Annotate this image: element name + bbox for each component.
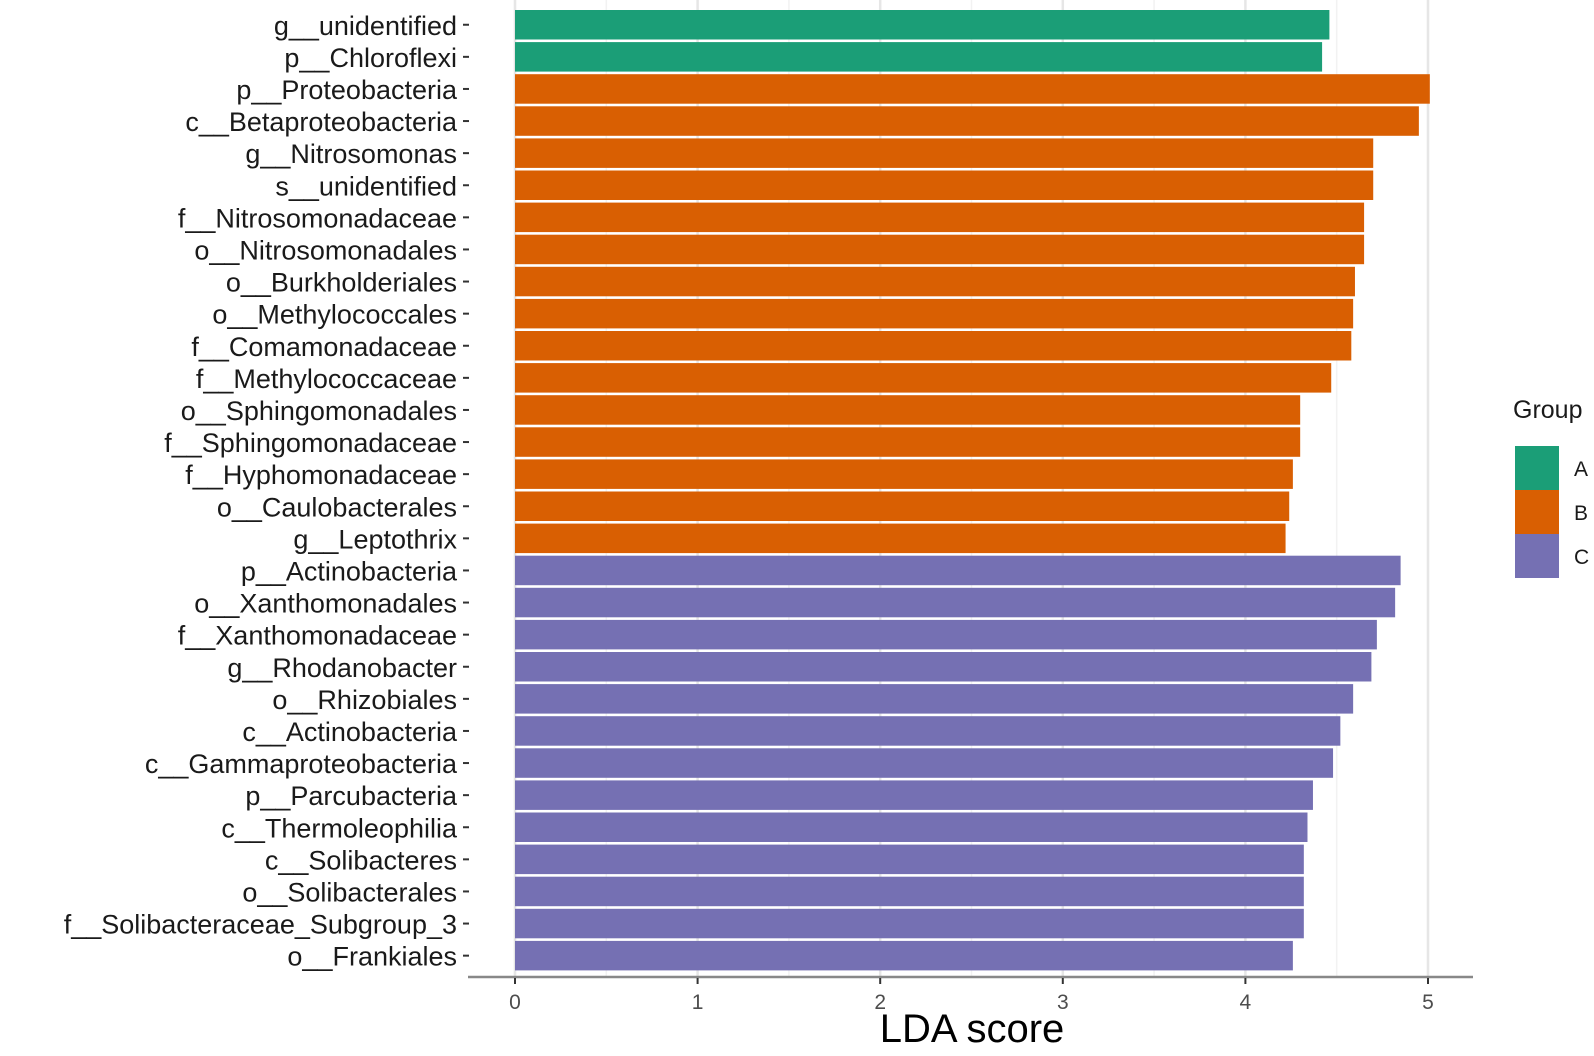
category-label: o__Sphingomonadales bbox=[181, 396, 457, 426]
bar-p-actinobacteria bbox=[515, 555, 1401, 586]
category-label: c__Gammaproteobacteria bbox=[145, 749, 458, 779]
category-label: f__Hyphomonadaceae bbox=[185, 460, 457, 490]
bar-c-solibacteres bbox=[515, 844, 1304, 875]
x-tick-label: 1 bbox=[692, 991, 704, 1014]
bar-f-methylococcaceae bbox=[515, 363, 1332, 393]
category-label: p__Actinobacteria bbox=[241, 556, 458, 586]
bar-o-methylococcales bbox=[515, 298, 1354, 329]
legend-label-b: B bbox=[1574, 502, 1588, 525]
bar-g-nitrosomonas bbox=[515, 138, 1374, 168]
bars bbox=[515, 10, 1430, 971]
bar-f-hyphomonadaceae bbox=[515, 459, 1293, 489]
category-label: f__Nitrosomonadaceae bbox=[178, 203, 457, 233]
category-label: o__Frankiales bbox=[287, 942, 457, 972]
bar-f-solibacteraceae-subgroup-3 bbox=[515, 908, 1304, 939]
bar-o-caulobacterales bbox=[515, 491, 1290, 521]
category-label: c__Actinobacteria bbox=[242, 717, 458, 747]
bar-o-xanthomonadales bbox=[515, 587, 1396, 618]
category-label: p__Chloroflexi bbox=[284, 43, 457, 73]
legend-label-a: A bbox=[1574, 458, 1588, 481]
category-label: f__Xanthomonadaceae bbox=[178, 621, 457, 651]
bar-f-sphingomonadaceae bbox=[515, 427, 1301, 457]
bar-p-parcubacteria bbox=[515, 780, 1313, 810]
bar-o-solibacterales bbox=[515, 876, 1304, 907]
x-tick-label: 5 bbox=[1422, 991, 1434, 1014]
bar-s-unidentified bbox=[515, 170, 1374, 200]
category-label: o__Xanthomonadales bbox=[194, 589, 457, 619]
category-label: o__Nitrosomonadales bbox=[194, 235, 457, 265]
x-tick-label: 4 bbox=[1240, 991, 1252, 1014]
category-label: g__unidentified bbox=[274, 11, 457, 41]
category-label: o__Caulobacterales bbox=[217, 492, 457, 522]
category-label: g__Nitrosomonas bbox=[245, 139, 457, 169]
legend-label-c: C bbox=[1574, 546, 1589, 569]
bar-o-frankiales bbox=[515, 940, 1293, 971]
category-label: s__unidentified bbox=[275, 171, 457, 201]
category-label: o__Solibacterales bbox=[242, 877, 457, 907]
category-label: o__Rhizobiales bbox=[272, 685, 457, 715]
category-label: c__Solibacteres bbox=[265, 845, 457, 875]
category-label: c__Thermoleophilia bbox=[221, 813, 458, 843]
legend-key-b bbox=[1515, 490, 1559, 534]
category-label: g__Leptothrix bbox=[293, 524, 457, 554]
bar-o-rhizobiales bbox=[515, 684, 1354, 714]
bar-f-xanthomonadaceae bbox=[515, 619, 1377, 650]
bar-g-leptothrix bbox=[515, 523, 1286, 554]
legend: Group ABC bbox=[1513, 396, 1589, 578]
x-tick-label: 0 bbox=[509, 991, 521, 1014]
category-label: f__Sphingomonadaceae bbox=[164, 428, 457, 458]
x-tick-label: 2 bbox=[874, 991, 886, 1014]
bar-c-gammaproteobacteria bbox=[515, 748, 1334, 778]
bar-g-unidentified bbox=[515, 10, 1330, 40]
category-label: o__Methylococcales bbox=[212, 300, 457, 330]
bar-p-proteobacteria bbox=[515, 74, 1430, 104]
x-axis: 0 1 2 3 4 5 bbox=[468, 975, 1473, 1014]
bar-p-chloroflexi bbox=[515, 42, 1323, 72]
bar-c-thermoleophilia bbox=[515, 812, 1308, 842]
category-label: c__Betaproteobacteria bbox=[185, 107, 458, 137]
bar-f-comamonadaceae bbox=[515, 331, 1352, 361]
category-label: g__Rhodanobacter bbox=[227, 653, 457, 683]
bar-c-betaproteobacteria bbox=[515, 106, 1419, 136]
bar-o-sphingomonadales bbox=[515, 395, 1301, 425]
x-axis-title: LDA score bbox=[880, 1007, 1065, 1051]
category-label: o__Burkholderiales bbox=[226, 268, 457, 298]
category-label: f__Solibacteraceae_Subgroup_3 bbox=[64, 910, 457, 940]
category-labels: g__unidentifiedp__Chloroflexip__Proteoba… bbox=[64, 11, 469, 972]
legend-key-a bbox=[1515, 446, 1559, 490]
bar-g-rhodanobacter bbox=[515, 652, 1372, 682]
bar-o-burkholderiales bbox=[515, 266, 1355, 297]
category-label: f__Methylococcaceae bbox=[196, 364, 457, 394]
x-tick-label: 3 bbox=[1057, 991, 1069, 1014]
category-label: p__Proteobacteria bbox=[236, 75, 458, 105]
category-label: f__Comamonadaceae bbox=[191, 332, 457, 362]
bar-c-actinobacteria bbox=[515, 716, 1341, 746]
category-label: p__Parcubacteria bbox=[245, 781, 458, 811]
bar-f-nitrosomonadaceae bbox=[515, 202, 1365, 233]
bar-o-nitrosomonadales bbox=[515, 234, 1365, 265]
legend-title: Group bbox=[1513, 396, 1582, 424]
legend-key-c bbox=[1515, 534, 1559, 578]
